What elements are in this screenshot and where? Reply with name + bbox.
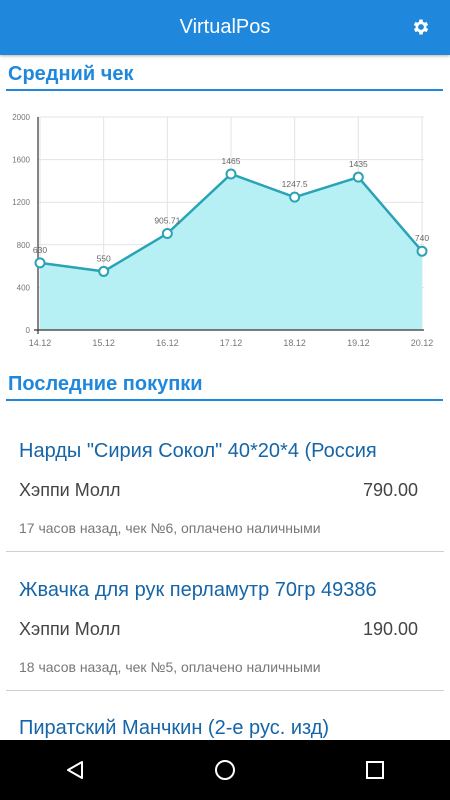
gear-icon[interactable] [410,16,432,38]
purchase-meta: 18 часов назад, чек №5, оплачено наличны… [19,659,321,675]
data-point [289,191,301,203]
app-bar: VirtualPos [0,0,450,55]
data-label: 1465 [222,156,241,166]
data-label: 550 [97,253,111,263]
data-point [225,168,237,180]
avg-check-chart: 0 400 800 1200 1600 2000 14.12 15.12 16.12 17.12 1… [0,105,450,360]
purchase-meta: 17 часов назад, чек №6, оплачено наличны… [19,520,321,536]
purchase-price: 790.00 [362,480,418,500]
system-nav-bar [0,740,450,800]
purchase-price: 190.00 [362,619,418,639]
data-label: 630 [33,245,47,255]
list-item[interactable]: Пиратский Манчкин (2-е рус. изд) [6,717,444,740]
list-divider [6,551,444,552]
y-tick-label: 0 [26,326,31,335]
x-tick-label: 14.12 [29,338,52,348]
section-divider [6,89,443,91]
x-tick-label: 16.12 [156,338,179,348]
purchase-name: Жвачка для рук перламутр 70гр 49386 [19,579,377,601]
chart-svg: 0 400 800 1200 1600 2000 14.12 15.12 16.12 17.12 1… [12,113,434,348]
y-tick-label: 800 [17,241,31,250]
data-label: 905.71 [154,216,180,226]
purchase-name: Пиратский Манчкин (2-е рус. изд) [19,717,330,739]
x-tick-label: 15.12 [92,338,115,348]
y-tick-label: 1600 [12,156,30,165]
data-point [161,228,173,240]
data-label: 740 [415,233,429,243]
x-tick-label: 17.12 [220,338,243,348]
list-divider [6,690,444,691]
x-tick-label: 20.12 [411,338,434,348]
data-point [352,171,364,183]
data-point [34,257,46,269]
data-point [416,245,428,257]
y-tick-label: 1200 [12,198,30,207]
recents-square-icon[interactable] [345,740,405,800]
data-label: 1435 [349,159,368,169]
purchase-name: Нарды "Сирия Сокол" 40*20*4 (Россия [19,440,377,462]
section-divider [6,399,443,401]
section-title-recent: Последние покупки [8,373,203,395]
data-point [98,265,110,277]
back-triangle-icon[interactable] [45,740,105,800]
area-fill [40,173,422,330]
purchase-store: Хэппи Молл [19,480,121,500]
app-title: VirtualPos [179,16,271,38]
list-item[interactable]: Нарды "Сирия Сокол" 40*20*4 (Россия Хэпп… [6,440,444,550]
x-tick-label: 18.12 [283,338,306,348]
list-item[interactable]: Жвачка для рук перламутр 70гр 49386 Хэпп… [6,579,444,689]
y-tick-label: 400 [17,283,31,292]
home-circle-icon[interactable] [195,740,255,800]
x-tick-label: 19.12 [347,338,370,348]
section-title-avg-check: Средний чек [8,63,134,85]
purchase-store: Хэппи Молл [19,619,121,639]
data-label: 1247.5 [282,179,308,189]
y-tick-label: 2000 [12,113,30,122]
